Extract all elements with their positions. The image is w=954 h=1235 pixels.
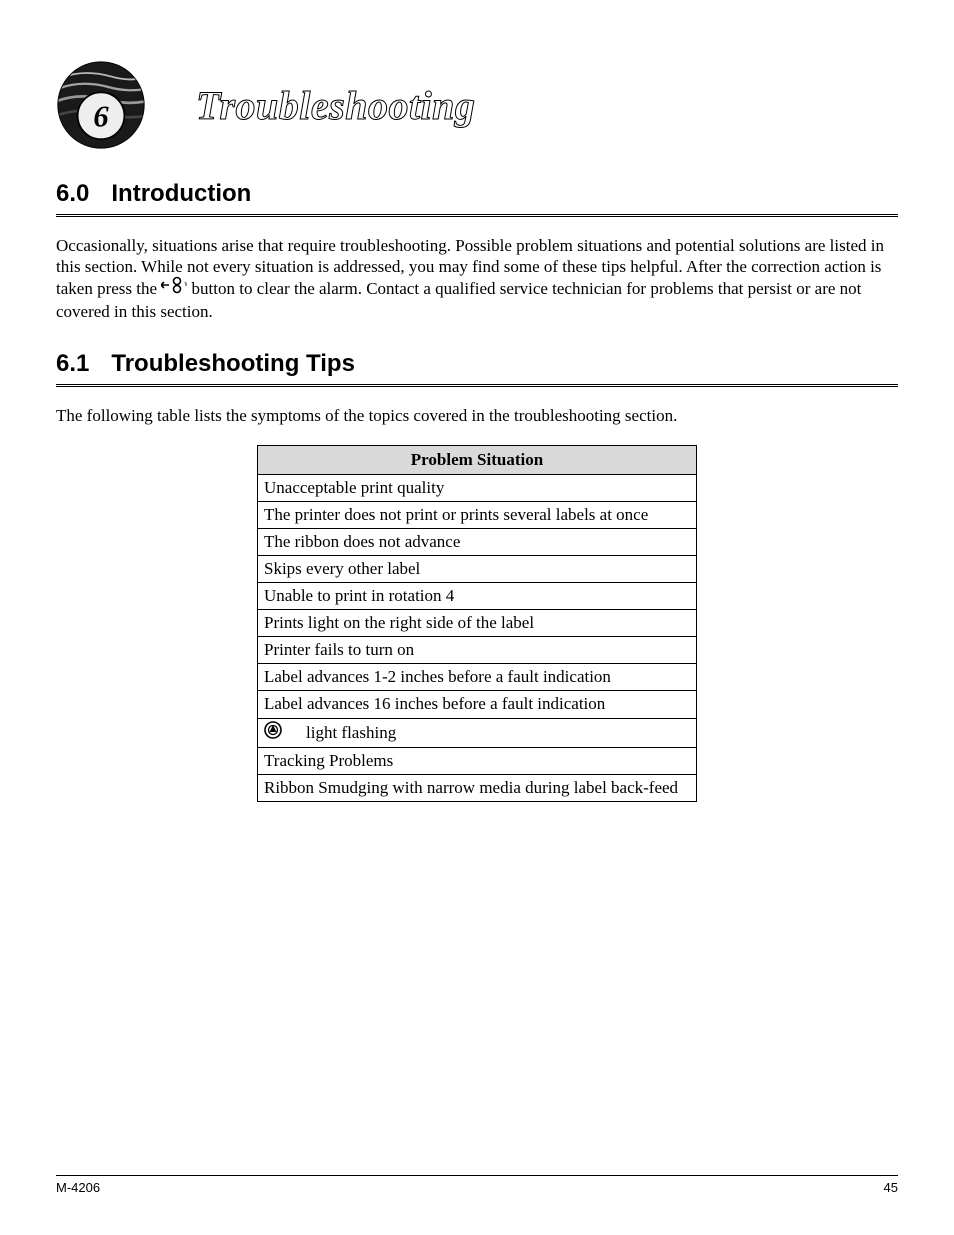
table-row: The printer does not print or prints sev… bbox=[258, 501, 697, 528]
problem-situation-table: Problem Situation Unacceptable print qua… bbox=[257, 445, 697, 802]
table-row: Tracking Problems bbox=[258, 747, 697, 774]
table-cell-text: light flashing bbox=[306, 722, 396, 744]
table-cell: Unable to print in rotation 4 bbox=[258, 583, 697, 610]
table-row: The ribbon does not advance bbox=[258, 528, 697, 555]
section-heading-6-1: 6.1 Troubleshooting Tips bbox=[56, 350, 898, 387]
table-cell: Prints light on the right side of the la… bbox=[258, 610, 697, 637]
table-row: Label advances 16 inches before a fault … bbox=[258, 691, 697, 718]
table-row: Prints light on the right side of the la… bbox=[258, 610, 697, 637]
section-number: 6.1 bbox=[56, 350, 89, 378]
table-row: Ribbon Smudging with narrow media during… bbox=[258, 774, 697, 801]
footer-model: M-4206 bbox=[56, 1180, 100, 1195]
table-row: Label advances 1-2 inches before a fault… bbox=[258, 664, 697, 691]
chapter-header: 6 Troubleshooting bbox=[56, 60, 898, 150]
table-row: Unacceptable print quality bbox=[258, 474, 697, 501]
table-header-cell: Problem Situation bbox=[258, 445, 697, 474]
document-page: 6 Troubleshooting 6.0 Introduction Occas… bbox=[0, 0, 954, 1235]
chapter-badge-icon: 6 bbox=[56, 60, 146, 150]
table-cell: light flashing bbox=[258, 718, 697, 747]
page-footer: M-4206 45 bbox=[56, 1175, 898, 1195]
section-title: Troubleshooting Tips bbox=[111, 350, 355, 378]
footer-page-number: 45 bbox=[884, 1180, 898, 1195]
chapter-number-glyph: 6 bbox=[93, 100, 109, 134]
chapter-title: Troubleshooting bbox=[196, 82, 475, 129]
row-with-icon: light flashing bbox=[264, 721, 690, 745]
table-cell: Label advances 1-2 inches before a fault… bbox=[258, 664, 697, 691]
table-row: Skips every other label bbox=[258, 556, 697, 583]
table-row: Unable to print in rotation 4 bbox=[258, 583, 697, 610]
table-cell: Skips every other label bbox=[258, 556, 697, 583]
section-title: Introduction bbox=[111, 180, 251, 208]
section-heading-6-0: 6.0 Introduction bbox=[56, 180, 898, 217]
tips-intro-paragraph: The following table lists the symptoms o… bbox=[56, 405, 898, 426]
table-cell: Unacceptable print quality bbox=[258, 474, 697, 501]
feed-button-icon bbox=[161, 276, 187, 299]
problem-table-container: Problem Situation Unacceptable print qua… bbox=[56, 445, 898, 802]
table-cell: The ribbon does not advance bbox=[258, 528, 697, 555]
table-cell: The printer does not print or prints sev… bbox=[258, 501, 697, 528]
table-row: light flashing bbox=[258, 718, 697, 747]
stop-indicator-icon bbox=[264, 721, 282, 745]
section-number: 6.0 bbox=[56, 180, 89, 208]
table-cell: Ribbon Smudging with narrow media during… bbox=[258, 774, 697, 801]
table-cell: Printer fails to turn on bbox=[258, 637, 697, 664]
table-row: Printer fails to turn on bbox=[258, 637, 697, 664]
table-cell: Tracking Problems bbox=[258, 747, 697, 774]
intro-paragraph: Occasionally, situations arise that requ… bbox=[56, 235, 898, 322]
table-cell: Label advances 16 inches before a fault … bbox=[258, 691, 697, 718]
